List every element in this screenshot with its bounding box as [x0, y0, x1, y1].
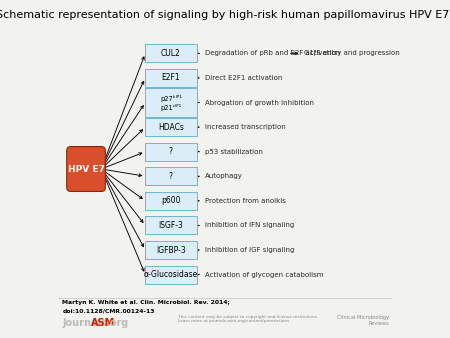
Text: p53 stabilization: p53 stabilization	[205, 149, 262, 155]
Text: p600: p600	[161, 196, 180, 206]
FancyBboxPatch shape	[145, 143, 197, 161]
Text: Increased transcription: Increased transcription	[205, 124, 285, 130]
Text: Abrogation of growth inhibition: Abrogation of growth inhibition	[205, 99, 314, 105]
FancyBboxPatch shape	[145, 44, 197, 63]
FancyBboxPatch shape	[145, 241, 197, 259]
Text: Degradation of pRb and E2F activation: Degradation of pRb and E2F activation	[205, 50, 340, 56]
Text: ?: ?	[169, 172, 173, 181]
FancyBboxPatch shape	[145, 266, 197, 284]
Text: Inhibition of IFN signaling: Inhibition of IFN signaling	[205, 222, 294, 228]
FancyBboxPatch shape	[145, 88, 197, 117]
Text: This content may be subject to copyright and license restrictions.
Learn more at: This content may be subject to copyright…	[178, 315, 318, 323]
FancyBboxPatch shape	[67, 147, 105, 191]
Text: α-Glucosidase: α-Glucosidase	[144, 270, 198, 279]
Text: CUL2: CUL2	[161, 49, 180, 58]
FancyBboxPatch shape	[145, 192, 197, 210]
FancyBboxPatch shape	[145, 69, 197, 87]
Text: ISGF-3: ISGF-3	[158, 221, 183, 230]
Text: Clinical Microbiology
Reviews: Clinical Microbiology Reviews	[338, 315, 389, 325]
Text: ?: ?	[169, 147, 173, 156]
Text: doi:10.1128/CMR.00124-13: doi:10.1128/CMR.00124-13	[62, 308, 155, 313]
Text: Schematic representation of signaling by high-risk human papillomavirus HPV E7.: Schematic representation of signaling by…	[0, 10, 450, 20]
Text: Inhibition of IGF signaling: Inhibition of IGF signaling	[205, 247, 294, 253]
Text: .org: .org	[106, 317, 128, 328]
Text: p27ᵏᴵᴾ¹: p27ᵏᴵᴾ¹	[160, 95, 182, 102]
Text: Protection from anoikis: Protection from anoikis	[205, 198, 286, 204]
Text: E2F1: E2F1	[162, 73, 180, 82]
Text: p21ᶜᴵᴾ¹: p21ᶜᴵᴾ¹	[160, 104, 181, 111]
Text: Autophagy: Autophagy	[205, 173, 243, 179]
Text: Journals.: Journals.	[62, 317, 111, 328]
Text: HDACs: HDACs	[158, 123, 184, 131]
FancyBboxPatch shape	[145, 118, 197, 136]
Text: Activation of glycogen catabolism: Activation of glycogen catabolism	[205, 272, 323, 277]
Text: ASM: ASM	[91, 317, 115, 328]
FancyBboxPatch shape	[145, 167, 197, 185]
Text: HPV E7: HPV E7	[68, 165, 104, 173]
Text: Direct E2F1 activation: Direct E2F1 activation	[205, 75, 282, 81]
FancyBboxPatch shape	[145, 216, 197, 235]
Text: G1/S entry and progression: G1/S entry and progression	[304, 50, 400, 56]
Text: IGFBP-3: IGFBP-3	[156, 245, 186, 255]
Text: Martyn K. White et al. Clin. Microbiol. Rev. 2014;: Martyn K. White et al. Clin. Microbiol. …	[62, 300, 230, 305]
